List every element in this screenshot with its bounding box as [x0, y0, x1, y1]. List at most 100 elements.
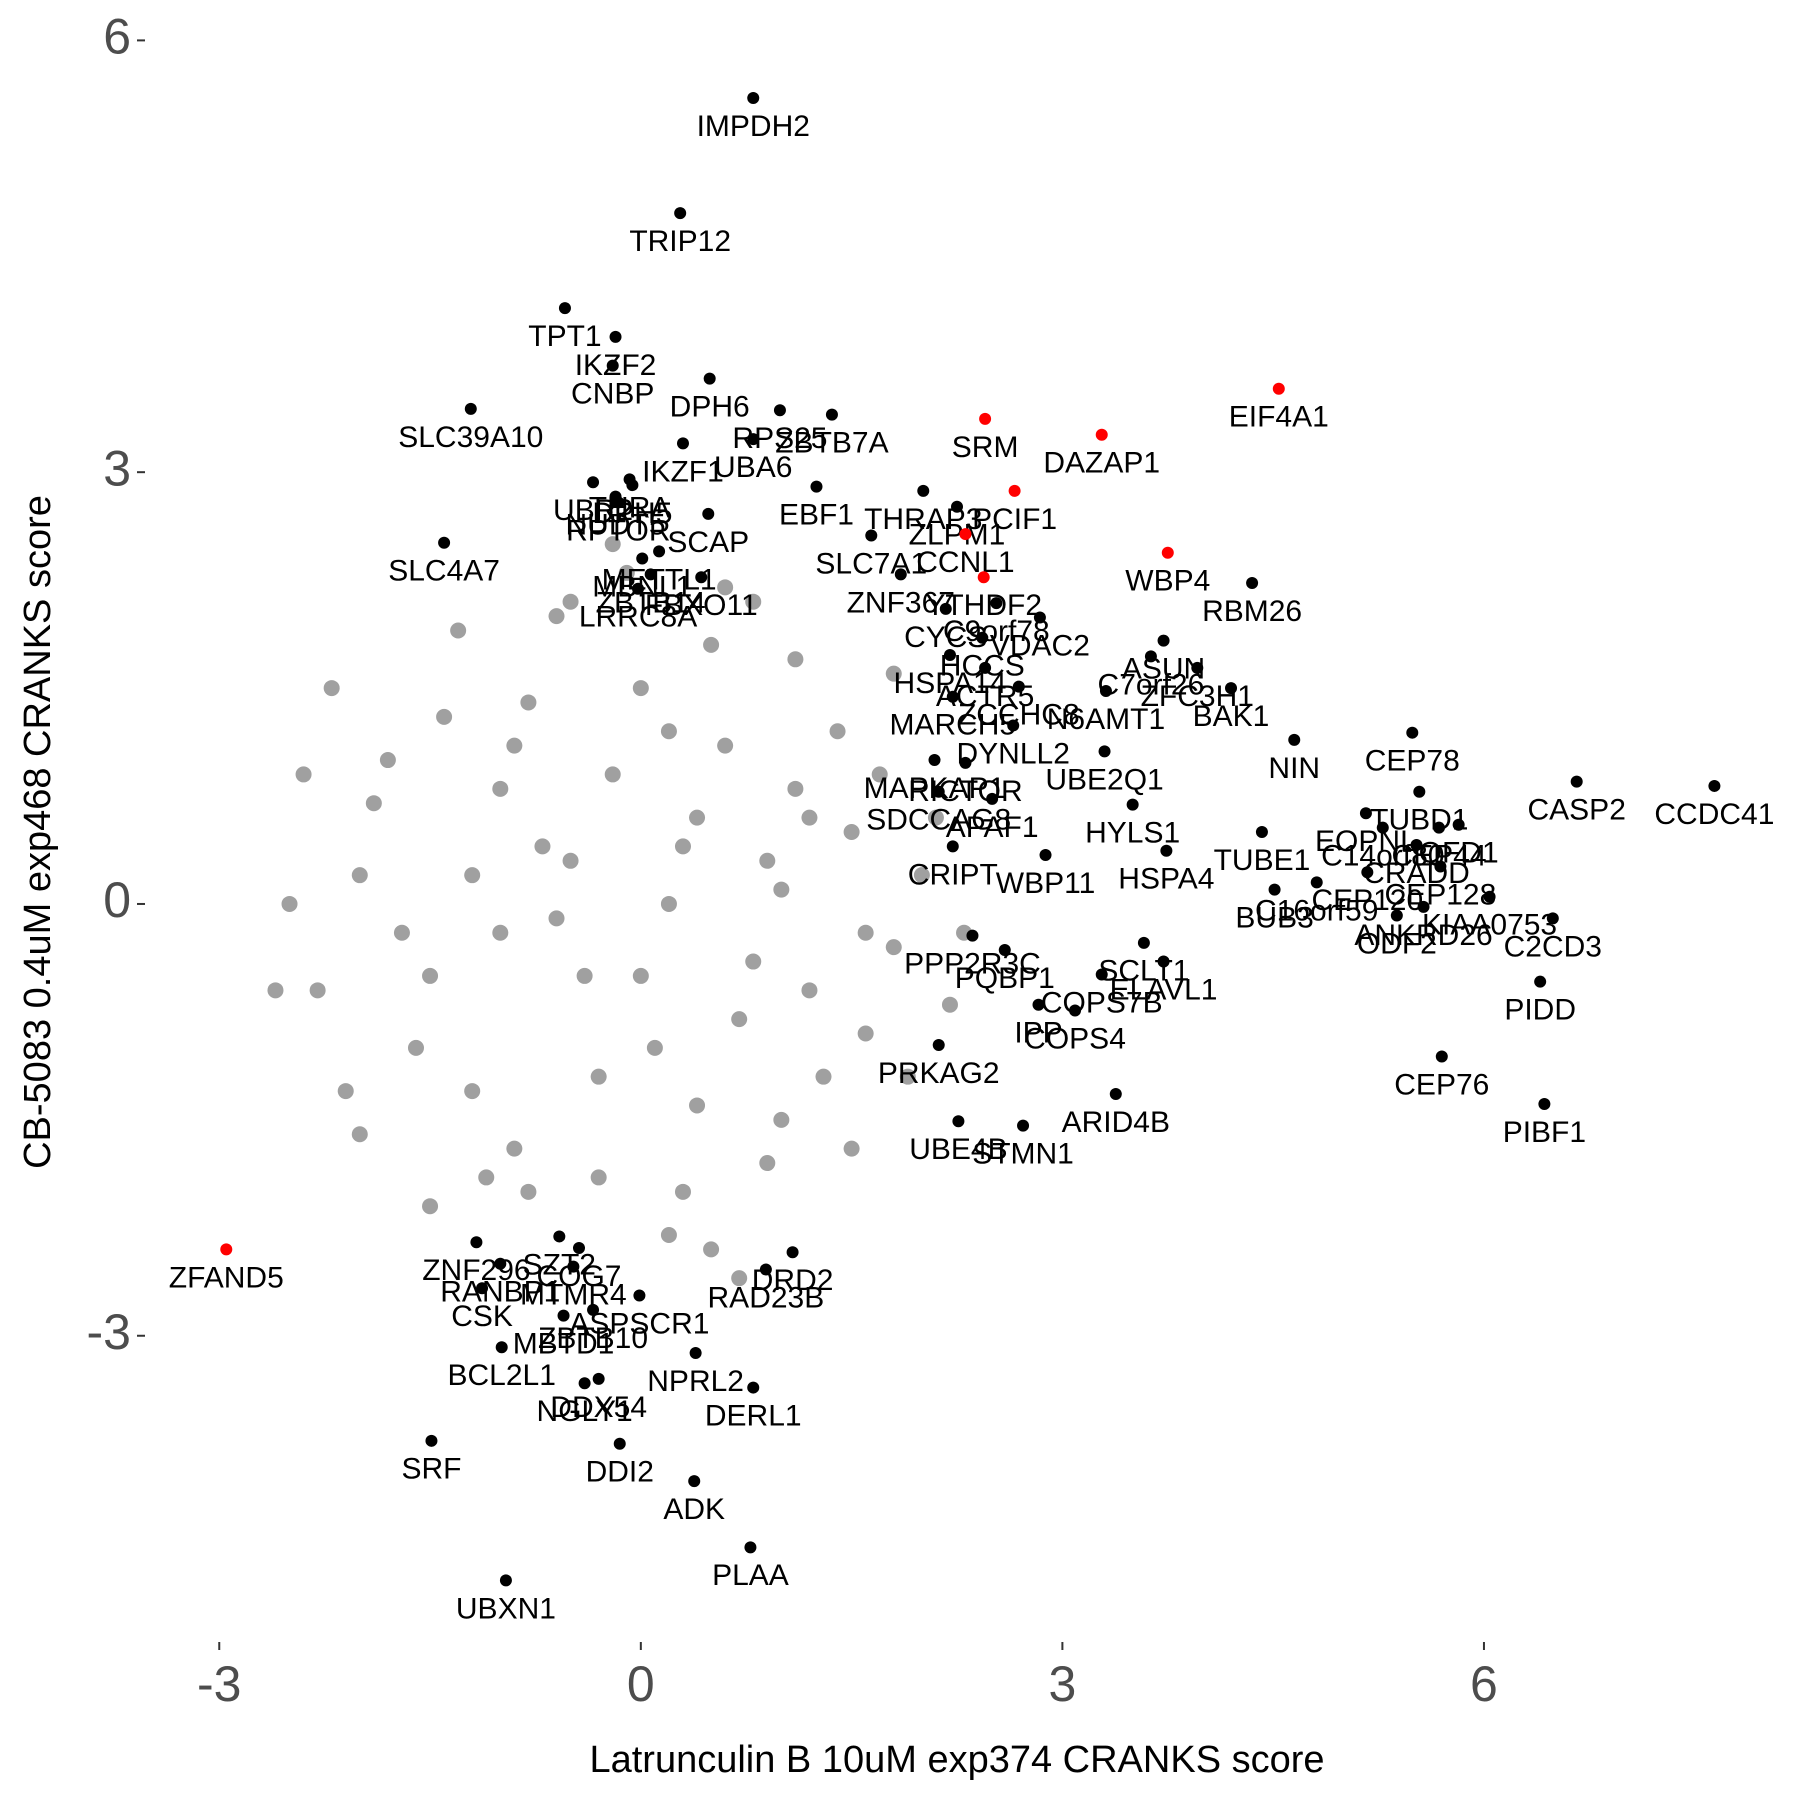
gene-point: [1268, 883, 1281, 896]
point-label: PIBF1: [1503, 1116, 1586, 1149]
gene-point: [1359, 807, 1372, 820]
gene-point: [1157, 955, 1170, 968]
background-point: [801, 809, 818, 826]
point-label: RPS25: [732, 422, 827, 455]
gene-point: [674, 207, 687, 220]
background-point: [703, 1241, 720, 1258]
point-label: ASUN: [1122, 652, 1205, 685]
point-label: ADK: [663, 1493, 725, 1526]
background-point: [309, 982, 326, 999]
point-label: NIN: [1268, 752, 1320, 785]
gene-point: [702, 507, 715, 520]
point-label: SRM: [952, 431, 1019, 464]
point-label: DYNLL2: [957, 737, 1070, 770]
point-label: DPH6: [670, 391, 750, 424]
background-point: [773, 1111, 790, 1128]
gene-point: [1570, 775, 1583, 788]
background-point: [913, 867, 930, 884]
background-point: [660, 1227, 677, 1243]
background-point: [829, 723, 846, 740]
gene-point: [587, 1303, 600, 1316]
gene-point: [998, 944, 1011, 957]
point-label: COPS7B: [1041, 986, 1163, 1019]
background-point: [703, 636, 720, 653]
point-label: DDI2: [586, 1456, 654, 1489]
point-label: RPTOR: [566, 514, 670, 547]
gene-point: [558, 302, 571, 315]
point-label: ZBTB7A: [775, 427, 888, 460]
gene-point: [703, 372, 716, 385]
gene-point: [979, 661, 992, 674]
point-label: DDX54: [550, 1391, 647, 1424]
point-label: N6AMT1: [1047, 703, 1165, 736]
point-label: CEP128: [1385, 878, 1497, 911]
background-point: [731, 1270, 748, 1287]
point-label: IPP: [1014, 1017, 1062, 1050]
point-label: ZBTB14: [596, 586, 706, 619]
gene-point: [553, 1230, 566, 1243]
point-label: CEP78: [1365, 745, 1460, 778]
background-point: [646, 1039, 663, 1056]
background-point: [843, 824, 860, 840]
gene-point: [1390, 909, 1403, 922]
background-point: [660, 723, 677, 740]
gene-point: [1161, 546, 1174, 559]
point-label: C14orf80: [1321, 840, 1444, 873]
gene-point: [567, 1260, 580, 1273]
background-point: [520, 694, 537, 711]
gene-point: [1095, 968, 1108, 981]
point-label: WBP4: [1125, 565, 1210, 598]
point-label: EIF4A1: [1229, 401, 1329, 434]
point-label: SLC39A10: [398, 421, 543, 454]
gene-point: [464, 402, 477, 415]
gene-point: [1288, 733, 1301, 746]
gene-point: [946, 840, 959, 853]
gene-point: [1708, 779, 1721, 792]
point-label: ANKRD26: [1354, 919, 1492, 952]
point-label: CRADD: [1363, 857, 1470, 890]
gene-point: [1452, 818, 1465, 831]
point-label: EOPNL: [1315, 825, 1417, 858]
point-label: HSPA4: [1118, 863, 1214, 896]
background-point: [576, 967, 593, 984]
point-label: APAF1: [946, 811, 1039, 844]
background-point: [731, 1011, 748, 1028]
point-label: SCAP: [667, 526, 749, 559]
point-label: DPH5: [592, 497, 672, 530]
background-point: [787, 651, 804, 668]
gene-point: [1534, 975, 1547, 988]
background-point: [815, 1068, 832, 1085]
point-label: CRIPT: [908, 858, 998, 891]
gene-point: [946, 690, 959, 703]
background-point: [506, 1140, 523, 1157]
gene-point: [1246, 577, 1259, 590]
point-label: PPP2R3C: [904, 948, 1041, 981]
point-label: TRIP12: [629, 225, 731, 258]
gene-point: [1160, 844, 1173, 857]
gene-point: [1310, 876, 1323, 889]
gene-point: [1008, 484, 1021, 497]
point-label: VDAC2: [990, 629, 1090, 662]
background-point: [351, 1126, 368, 1143]
background-point: [857, 924, 874, 941]
background-point: [337, 1083, 354, 1100]
gene-point: [917, 484, 930, 497]
point-label: ELAVL1: [1110, 973, 1218, 1006]
gene-point: [1191, 661, 1204, 674]
gene-point: [476, 1282, 489, 1295]
point-label: UBA6: [714, 451, 792, 484]
point-label: DERL1: [705, 1399, 802, 1432]
point-label: TUBE1: [1214, 844, 1311, 877]
gene-point: [688, 1475, 701, 1488]
gene-point: [810, 480, 823, 493]
gene-point: [438, 536, 451, 549]
point-label: YTHDF2: [925, 589, 1042, 622]
gene-point: [979, 412, 992, 425]
x-tick-label: 6: [1470, 1656, 1498, 1712]
point-label: ZNF296: [422, 1254, 530, 1287]
point-label: CEP120: [1311, 884, 1423, 917]
background-point: [506, 737, 523, 754]
gene-point: [1099, 684, 1112, 697]
point-label: LRRC8A: [579, 601, 697, 634]
